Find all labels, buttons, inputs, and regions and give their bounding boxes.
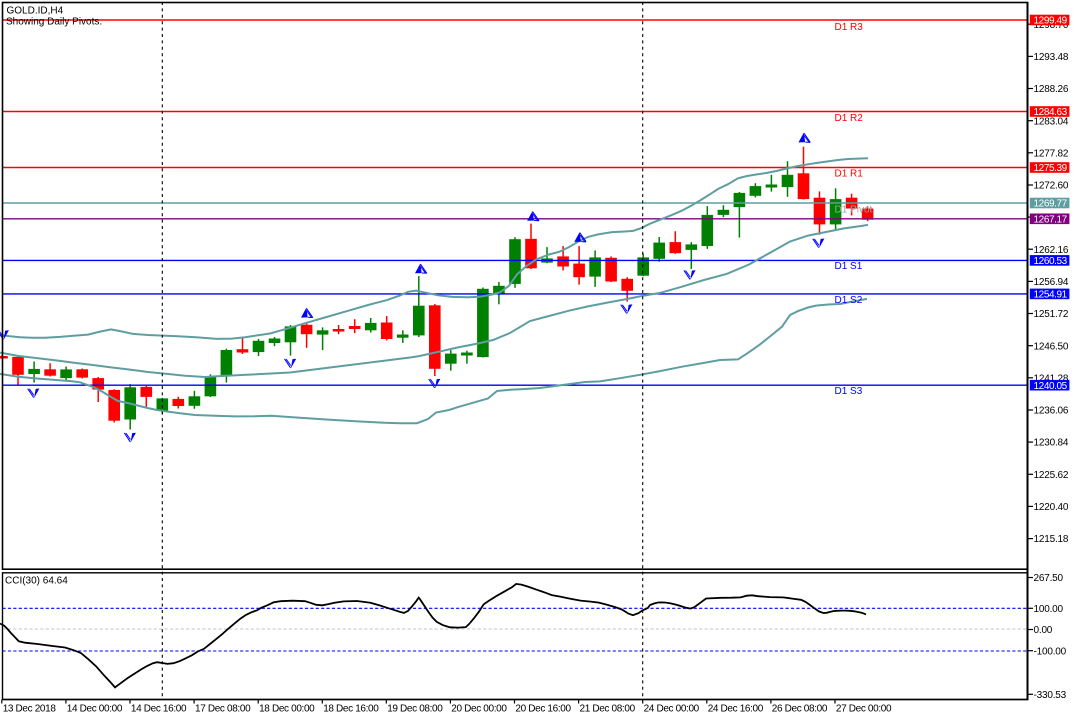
svg-text:1251.72: 1251.72 xyxy=(1034,309,1069,320)
svg-text:21 Dec 08:00: 21 Dec 08:00 xyxy=(580,704,636,715)
svg-text:CCI(30) 64.64: CCI(30) 64.64 xyxy=(5,576,68,587)
svg-text:18 Dec 00:00: 18 Dec 00:00 xyxy=(259,704,315,715)
svg-text:1254.91: 1254.91 xyxy=(1034,290,1068,301)
svg-text:14 Dec 16:00: 14 Dec 16:00 xyxy=(131,704,187,715)
svg-text:1272.60: 1272.60 xyxy=(1034,181,1069,192)
svg-text:1260.53: 1260.53 xyxy=(1034,256,1068,267)
svg-text:1288.26: 1288.26 xyxy=(1034,84,1069,95)
svg-text:Showing Daily Pivots.: Showing Daily Pivots. xyxy=(6,16,102,27)
svg-text:GOLD.ID,H4: GOLD.ID,H4 xyxy=(7,6,64,17)
svg-text:D1 R3: D1 R3 xyxy=(835,22,864,33)
svg-text:1275.39: 1275.39 xyxy=(1034,163,1068,174)
svg-text:24 Dec 00:00: 24 Dec 00:00 xyxy=(644,704,700,715)
svg-text:19 Dec 08:00: 19 Dec 08:00 xyxy=(387,704,443,715)
svg-text:24 Dec 16:00: 24 Dec 16:00 xyxy=(708,704,764,715)
svg-text:1246.50: 1246.50 xyxy=(1034,341,1069,352)
svg-text:100.00: 100.00 xyxy=(1034,604,1064,615)
svg-text:-330.53: -330.53 xyxy=(1034,690,1067,701)
svg-text:1283.04: 1283.04 xyxy=(1034,116,1069,127)
svg-text:D1 Pivot: D1 Pivot xyxy=(835,205,873,216)
svg-text:D1 S3: D1 S3 xyxy=(835,386,863,397)
svg-text:27 Dec 00:00: 27 Dec 00:00 xyxy=(836,704,892,715)
svg-text:D1 R2: D1 R2 xyxy=(835,113,864,124)
svg-text:1256.94: 1256.94 xyxy=(1034,277,1069,288)
svg-text:17 Dec 08:00: 17 Dec 08:00 xyxy=(195,704,251,715)
svg-text:18 Dec 16:00: 18 Dec 16:00 xyxy=(323,704,379,715)
svg-text:1215.18: 1215.18 xyxy=(1034,534,1069,545)
svg-text:1220.40: 1220.40 xyxy=(1034,502,1069,513)
svg-text:D1 S2: D1 S2 xyxy=(835,295,863,306)
svg-text:26 Dec 08:00: 26 Dec 08:00 xyxy=(772,704,828,715)
svg-text:1241.28: 1241.28 xyxy=(1034,373,1069,384)
svg-text:D1 S1: D1 S1 xyxy=(835,261,863,272)
svg-text:0.00: 0.00 xyxy=(1034,625,1053,636)
svg-text:14 Dec 00:00: 14 Dec 00:00 xyxy=(67,704,123,715)
svg-text:20 Dec 00:00: 20 Dec 00:00 xyxy=(451,704,507,715)
svg-text:13 Dec 2018: 13 Dec 2018 xyxy=(3,704,57,715)
svg-text:1269.77: 1269.77 xyxy=(1034,199,1068,210)
svg-text:-100.00: -100.00 xyxy=(1034,646,1067,657)
svg-text:1284.63: 1284.63 xyxy=(1034,107,1068,118)
svg-text:267.50: 267.50 xyxy=(1034,573,1064,584)
svg-text:1262.16: 1262.16 xyxy=(1034,245,1069,256)
svg-text:D1 R1: D1 R1 xyxy=(835,169,864,180)
svg-text:1225.62: 1225.62 xyxy=(1034,470,1069,481)
svg-text:1240.05: 1240.05 xyxy=(1034,381,1068,392)
svg-text:20 Dec 16:00: 20 Dec 16:00 xyxy=(515,704,571,715)
svg-text:1230.84: 1230.84 xyxy=(1034,438,1069,449)
svg-text:1236.06: 1236.06 xyxy=(1034,406,1069,417)
svg-text:1277.82: 1277.82 xyxy=(1034,148,1069,159)
svg-text:1293.48: 1293.48 xyxy=(1034,52,1069,63)
svg-text:1267.17: 1267.17 xyxy=(1034,215,1068,226)
svg-text:1299.49: 1299.49 xyxy=(1034,16,1068,27)
